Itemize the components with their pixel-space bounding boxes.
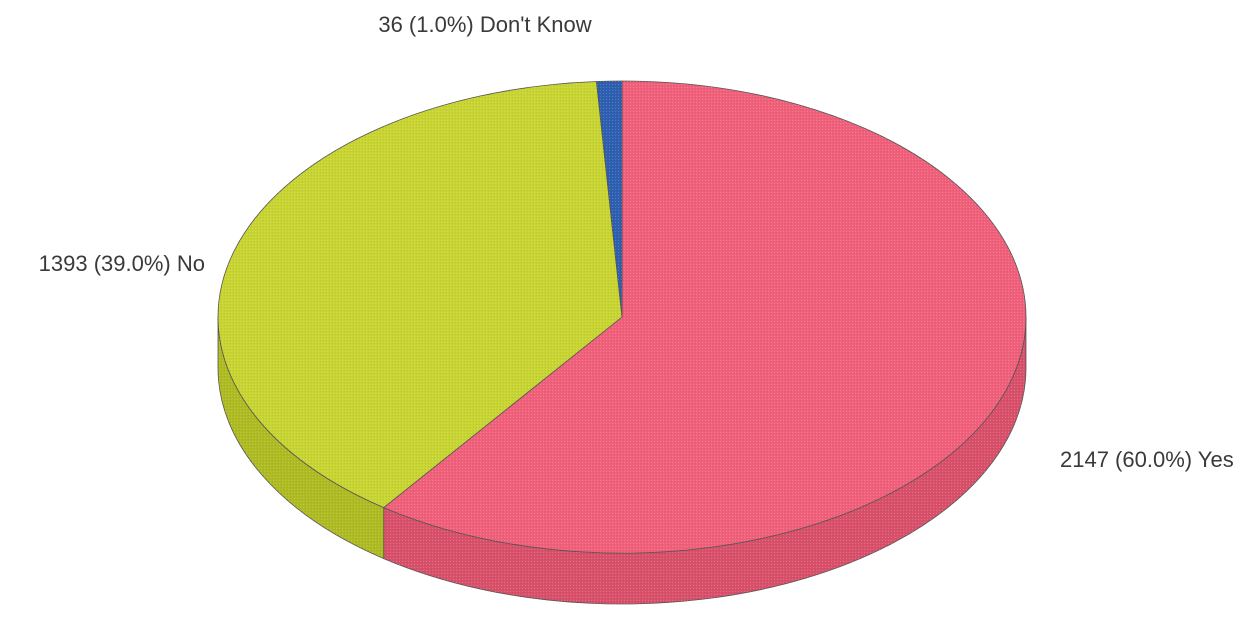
pie-slice-texture-don-t-know xyxy=(596,81,622,317)
pie-slice-texture-yes xyxy=(383,81,1027,553)
slice-label-yes: 2147 (60.0%) Yes xyxy=(1060,447,1234,472)
pie-side-texture-yes xyxy=(383,317,1027,604)
slice-label-dont-know: 36 (1.0%) Don't Know xyxy=(378,12,591,37)
pie-slice-texture-no xyxy=(218,81,622,508)
slice-label-no: 1393 (39.0%) No xyxy=(39,251,205,276)
pie-top-layer xyxy=(217,80,1027,554)
pie-side-texture-no xyxy=(218,317,384,559)
pie-labels-layer: 2147 (60.0%) Yes 1393 (39.0%) No 36 (1.0… xyxy=(39,12,1234,472)
